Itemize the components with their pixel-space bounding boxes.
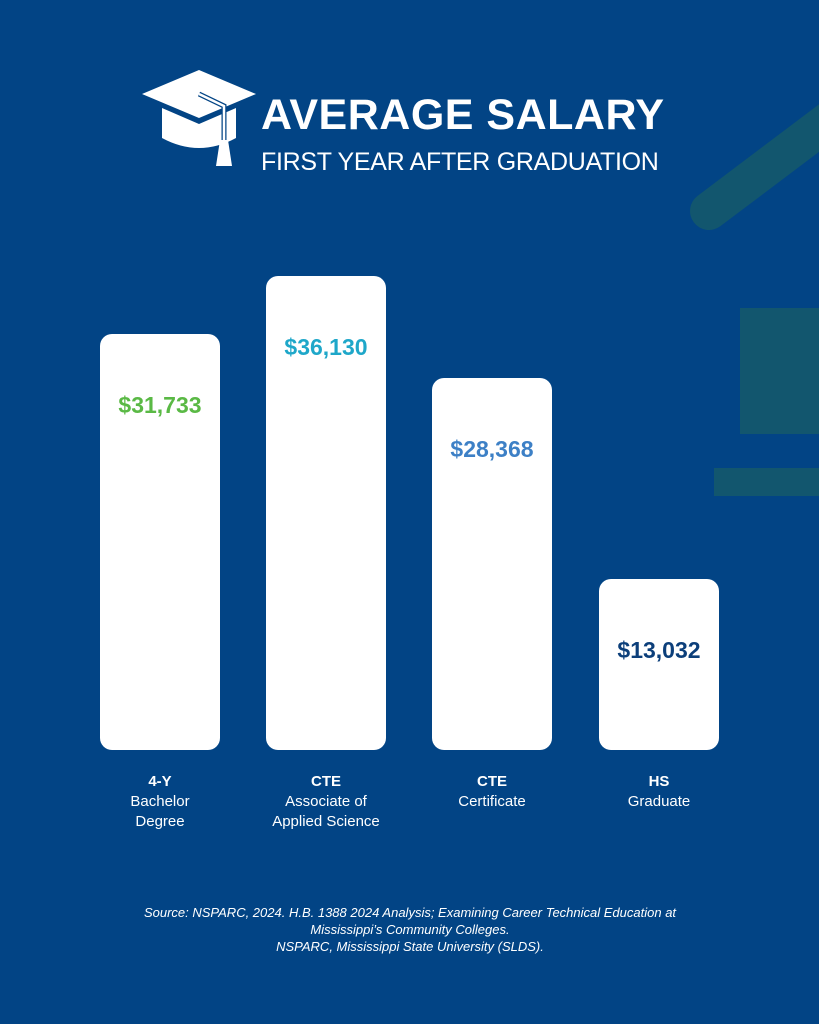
- source-line-1: Source: NSPARC, 2024. H.B. 1388 2024 Ana…: [143, 905, 677, 920]
- bar-1: [100, 334, 220, 750]
- bar-value-label-1: $31,733: [118, 392, 202, 418]
- category-label-4: HS Graduate: [574, 772, 744, 812]
- category-label-1: 4-Y Bachelor Degree: [75, 772, 245, 832]
- category-label-3: CTE Certificate: [407, 772, 577, 812]
- bar-value-label-2: $36,130: [284, 334, 368, 360]
- category-label-2-line1: CTE: [311, 773, 341, 790]
- category-label-1-line2: Bachelor: [130, 793, 190, 810]
- page-subtitle: FIRST YEAR AFTER GRADUATION: [261, 148, 659, 176]
- source-line-3: NSPARC, Mississippi State University (SL…: [276, 939, 544, 954]
- source-line-2: Mississippi’s Community Colleges.: [310, 922, 510, 937]
- bar-value-label-4: $13,032: [617, 637, 701, 663]
- category-label-4-line1: HS: [648, 773, 670, 790]
- category-label-2: CTE Associate of Applied Science: [241, 772, 411, 832]
- category-label-3-line2: Certificate: [458, 793, 526, 810]
- bar-value-label-3: $28,368: [450, 436, 534, 462]
- category-label-4-line2: Graduate: [627, 793, 691, 810]
- category-label-2-line3: Applied Science: [272, 813, 380, 830]
- source-note: Source: NSPARC, 2024. H.B. 1388 2024 Ana…: [80, 904, 740, 955]
- category-label-3-line1: CTE: [477, 773, 507, 790]
- bar-chart: $31,733 4-Y Bachelor Degree $36,130 CTE Associ…: [75, 276, 744, 832]
- bar-4: [599, 579, 719, 750]
- category-label-1-line1: 4-Y: [148, 773, 172, 790]
- category-label-1-line3: Degree: [135, 813, 185, 830]
- decorative-bar: [714, 468, 819, 496]
- decorative-block: [740, 308, 819, 434]
- bar-2: [266, 276, 386, 750]
- graduation-cap-icon: [142, 70, 256, 166]
- header: AVERAGE SALARY FIRST YEAR AFTER GRADUATI…: [140, 66, 700, 176]
- category-label-2-line2: Associate of: [285, 793, 367, 810]
- page-title: AVERAGE SALARY: [261, 91, 665, 139]
- bar-3: [432, 378, 552, 750]
